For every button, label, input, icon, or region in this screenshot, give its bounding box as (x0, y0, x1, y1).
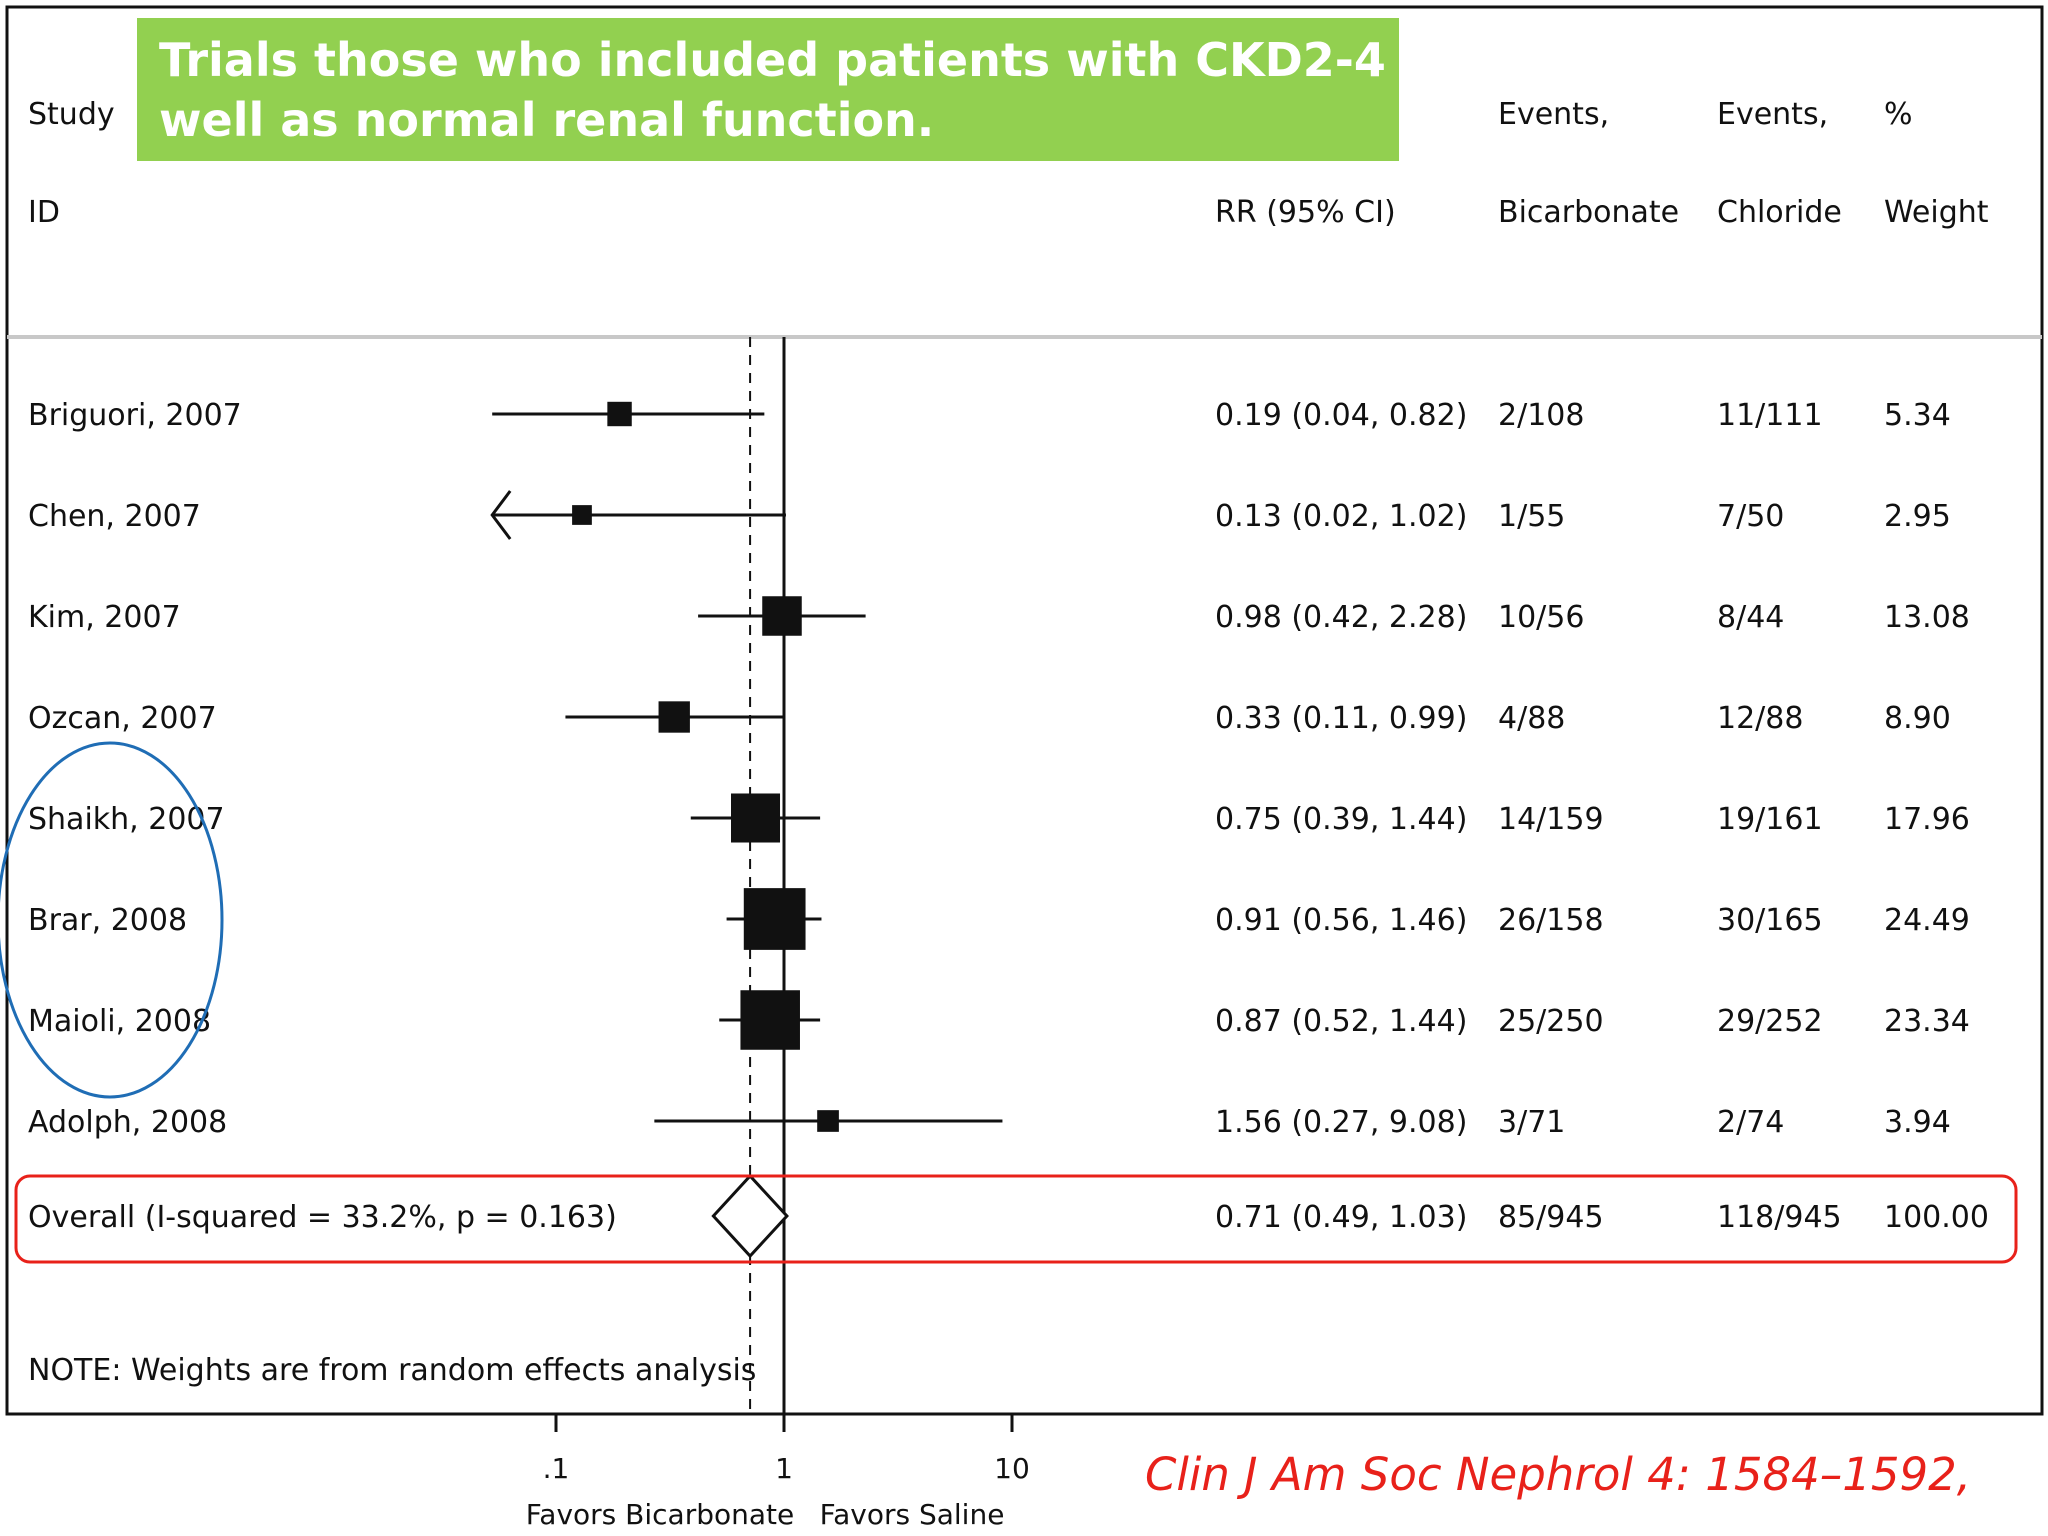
header-id: ID (28, 195, 60, 230)
study-chloride: 30/165 (1717, 903, 1823, 938)
table-row: Ozcan, 2007 0.33 (0.11, 0.99) 4/88 12/88 8.9… (28, 701, 1951, 736)
study-id: Brar, 2008 (28, 903, 187, 938)
study-weight: 8.90 (1884, 701, 1951, 736)
study-bicarbonate: 4/88 (1498, 701, 1565, 736)
study-rr: 0.33 (0.11, 0.99) (1215, 701, 1467, 736)
study-weight: 2.95 (1884, 499, 1951, 534)
citation: Clin J Am Soc Nephrol 4: 1584–1592, (1145, 1448, 1972, 1501)
study-bicarbonate: 26/158 (1498, 903, 1604, 938)
study-rr: 0.13 (0.02, 1.02) (1215, 499, 1467, 534)
favors-saline-label: Favors Saline (820, 1498, 1005, 1531)
study-id: Adolph, 2008 (28, 1105, 227, 1140)
table-row: Brar, 2008 0.91 (0.56, 1.46) 26/158 30/165 2… (28, 888, 1970, 950)
favors-bicarbonate-label: Favors Bicarbonate (526, 1498, 794, 1531)
point-estimate-square (743, 888, 806, 950)
study-chloride: 29/252 (1717, 1004, 1823, 1039)
overall-rr: 0.71 (0.49, 1.03) (1215, 1200, 1467, 1235)
header-percent: % (1884, 97, 1913, 132)
banner-line-1: Trials those who included patients with … (159, 33, 1461, 87)
study-rr: 0.98 (0.42, 2.28) (1215, 600, 1467, 635)
table-row: Briguori, 2007 0.19 (0.04, 0.82) 2/108 11/1… (28, 398, 1951, 433)
study-weight: 13.08 (1884, 600, 1970, 635)
study-bicarbonate: 1/55 (1498, 499, 1565, 534)
table-row: Adolph, 2008 1.56 (0.27, 9.08) 3/71 2/74 3.9… (28, 1105, 1951, 1140)
study-id: Shaikh, 2007 (28, 802, 225, 837)
overall-label: Overall (I-squared = 33.2%, p = 0.163) (28, 1200, 617, 1235)
study-bicarbonate: 10/56 (1498, 600, 1584, 635)
study-rr: 0.75 (0.39, 1.44) (1215, 802, 1467, 837)
study-weight: 3.94 (1884, 1105, 1951, 1140)
study-id: Maioli, 2008 (28, 1004, 211, 1039)
study-rr: 1.56 (0.27, 9.08) (1215, 1105, 1467, 1140)
x-tick-label: 10 (994, 1452, 1030, 1485)
study-chloride: 2/74 (1717, 1105, 1784, 1140)
study-chloride: 8/44 (1717, 600, 1784, 635)
study-weight: 17.96 (1884, 802, 1970, 837)
point-estimate-square (572, 505, 592, 525)
study-weight: 5.34 (1884, 398, 1951, 433)
study-rr: 0.91 (0.56, 1.46) (1215, 903, 1467, 938)
study-chloride: 7/50 (1717, 499, 1784, 534)
study-rows: Briguori, 2007 0.19 (0.04, 0.82) 2/108 11/1… (28, 398, 1970, 1140)
header-weight: Weight (1884, 195, 1989, 230)
study-id: Ozcan, 2007 (28, 701, 217, 736)
table-row: Maioli, 2008 0.87 (0.52, 1.44) 25/250 29/25… (28, 990, 1970, 1050)
header-bicarbonate: Bicarbonate (1498, 195, 1679, 230)
study-id: Chen, 2007 (28, 499, 201, 534)
study-weight: 23.34 (1884, 1004, 1970, 1039)
study-chloride: 11/111 (1717, 398, 1823, 433)
overall-chloride: 118/945 (1717, 1200, 1842, 1235)
x-axis: .1 1 10 (543, 1414, 1030, 1485)
banner-line-2: well as normal renal function. (159, 93, 935, 147)
point-estimate-square (817, 1110, 839, 1132)
overall-diamond (711, 1173, 789, 1259)
x-tick-label: .1 (543, 1452, 570, 1485)
study-rr: 0.87 (0.52, 1.44) (1215, 1004, 1467, 1039)
plot-frame (5, 5, 2044, 1416)
point-estimate-square (740, 990, 800, 1050)
point-estimate-square (762, 596, 802, 636)
header-study: Study (28, 97, 115, 132)
overall-bicarbonate: 85/945 (1498, 1200, 1604, 1235)
header-events-bicarbonate: Events, (1498, 97, 1609, 132)
study-chloride: 19/161 (1717, 802, 1823, 837)
overall-weight: 100.00 (1884, 1200, 1989, 1235)
ci-arrow (490, 490, 512, 540)
study-rr: 0.19 (0.04, 0.82) (1215, 398, 1467, 433)
point-estimate-square (658, 701, 690, 733)
note-text: NOTE: Weights are from random effects an… (28, 1353, 756, 1388)
study-bicarbonate: 25/250 (1498, 1004, 1604, 1039)
x-tick-label: 1 (775, 1452, 793, 1485)
point-estimate-square (607, 401, 632, 427)
highlight-ellipse (0, 741, 224, 1099)
study-id: Kim, 2007 (28, 600, 181, 635)
header-rr: RR (95% CI) (1215, 195, 1396, 230)
overall-highlight-box (14, 1174, 2018, 1264)
header-events-chloride: Events, (1717, 97, 1828, 132)
table-row: Shaikh, 2007 0.75 (0.39, 1.44) 14/159 19/16… (28, 793, 1970, 843)
study-weight: 24.49 (1884, 903, 1970, 938)
study-bicarbonate: 3/71 (1498, 1105, 1565, 1140)
study-chloride: 12/88 (1717, 701, 1803, 736)
banner: Trials those who included patients with … (137, 18, 1461, 161)
study-bicarbonate: 14/159 (1498, 802, 1604, 837)
table-row: Kim, 2007 0.98 (0.42, 2.28) 10/56 8/44 13.08 (28, 596, 1970, 636)
study-id: Briguori, 2007 (28, 398, 242, 433)
table-row: Chen, 2007 0.13 (0.02, 1.02) 1/55 7/50 2.95 (28, 490, 1951, 540)
header-chloride: Chloride (1717, 195, 1842, 230)
point-estimate-square (731, 793, 781, 843)
study-bicarbonate: 2/108 (1498, 398, 1584, 433)
